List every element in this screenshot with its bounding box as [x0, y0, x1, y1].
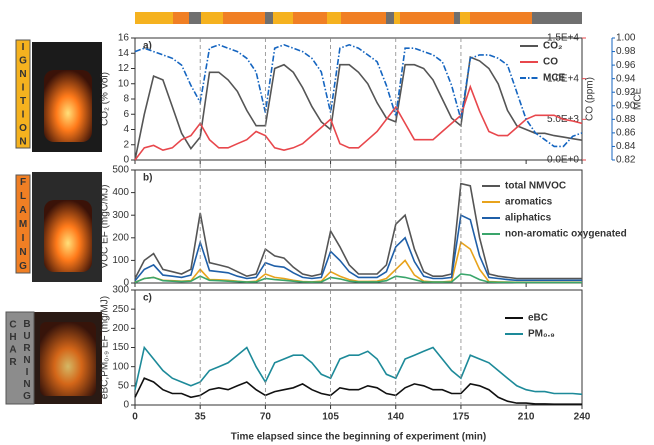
y2-tick-label: 0.0E+0 [547, 155, 579, 166]
series-line [134, 84, 583, 161]
y3-tick-label: 0.88 [616, 114, 636, 125]
y-tick-label: 6 [123, 109, 129, 120]
x-tick-label: 105 [322, 412, 339, 423]
legend-label: aliphatics [505, 213, 552, 224]
series-line [134, 182, 582, 280]
y-tick-label: 10 [118, 78, 130, 89]
series-line [134, 377, 582, 405]
y-tick-label: 100 [112, 255, 129, 266]
y-tick-label: 500 [112, 165, 129, 176]
plot-frame [134, 37, 583, 161]
x-tick-label: 70 [260, 412, 272, 423]
x-tick-label: 140 [387, 412, 404, 423]
y-tick-label: 16 [118, 33, 130, 44]
legend-label: CO [543, 57, 558, 68]
y-tick-label: 300 [112, 210, 129, 221]
plot-frame [134, 289, 583, 406]
photos [32, 42, 102, 404]
x-tick-label: 210 [518, 412, 535, 423]
legend-label: non-aromatic oxygenated [505, 229, 627, 240]
y-tick-label: 400 [112, 187, 129, 198]
y-tick-label: 200 [112, 232, 129, 243]
series-line [134, 345, 583, 396]
y-tick-label: 14 [118, 48, 130, 59]
y3-tick-label: 0.94 [616, 73, 636, 84]
y2-tick-label: 1.0E+4 [547, 73, 579, 84]
y-tick-label: 50 [118, 380, 130, 391]
y-tick-label: 2 [123, 139, 129, 150]
plot-frame [134, 169, 583, 284]
series-line [134, 43, 583, 148]
y-axis-label: VOC EF (mgC/MJ) [100, 185, 111, 269]
y3-tick-label: 0.86 [616, 128, 636, 139]
legend-label: total NMVOC [505, 181, 566, 192]
y3-tick-label: 0.84 [616, 141, 636, 152]
legend-label: eBC [528, 313, 548, 324]
y3-axis-label: MCE [633, 88, 644, 111]
legend-label: PM₀.₉ [528, 329, 555, 340]
legend-label: MCE [543, 73, 566, 84]
y-tick-label: 4 [123, 124, 129, 135]
y3-tick-label: 1.00 [616, 33, 636, 44]
y-tick-label: 8 [123, 94, 129, 105]
y-tick-label: 0 [123, 155, 129, 166]
panel-label: c) [143, 293, 152, 304]
x-tick-label: 0 [132, 412, 138, 423]
phase-bar [135, 12, 582, 24]
y-tick-label: 0 [123, 400, 129, 411]
x-axis-label: Time elapsed since the beginning of expe… [231, 432, 486, 443]
y-axis-label: CO₂ (% Vol) [100, 72, 111, 126]
y-axis-label: eBC,PM₀.₉ EF (mg/MJ) [100, 296, 111, 399]
y2-tick-label: 1.5E+4 [547, 33, 579, 44]
y-tick-label: 12 [118, 63, 130, 74]
y2-axis-label: CO (ppm) [585, 77, 596, 121]
y3-tick-label: 0.90 [616, 100, 636, 111]
panel-label: b) [143, 173, 152, 184]
y-tick-label: 0 [123, 278, 129, 289]
y3-tick-label: 0.98 [616, 46, 636, 57]
legend-label: CO₂ [543, 41, 562, 52]
y-tick-label: 150 [112, 342, 129, 353]
y-tick-label: 200 [112, 323, 129, 334]
side-labels [5, 39, 35, 405]
x-tick-label: 240 [574, 412, 591, 423]
y3-tick-label: 0.96 [616, 60, 636, 71]
panel-label: a) [143, 41, 152, 52]
series-line [134, 55, 583, 161]
series-line [134, 273, 582, 284]
y-tick-label: 100 [112, 361, 129, 372]
series-line [134, 214, 582, 282]
x-tick-label: 35 [195, 412, 207, 423]
legend-label: aromatics [505, 197, 553, 208]
y3-tick-label: 0.92 [616, 87, 636, 98]
y-tick-label: 300 [112, 285, 129, 296]
y3-tick-label: 0.82 [616, 155, 636, 166]
x-tick-label: 175 [453, 412, 470, 423]
y-tick-label: 250 [112, 304, 129, 315]
